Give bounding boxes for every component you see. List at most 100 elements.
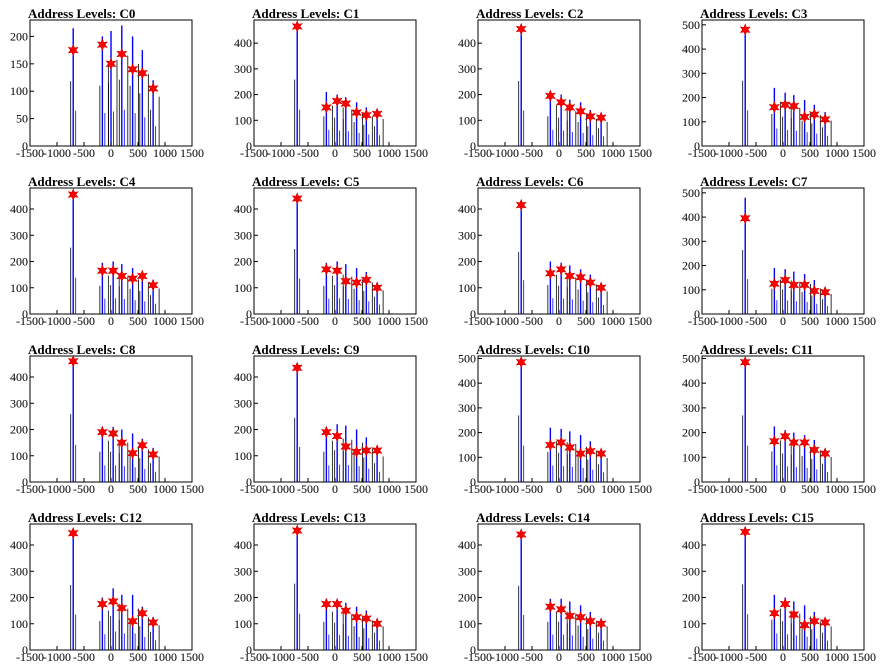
x-tick-label: -1500 — [240, 146, 268, 160]
chart-panel: Address Levels: C11 -1500 -1000 -500 0 500 100… — [682, 342, 876, 496]
peak-marker — [360, 612, 372, 625]
y-tick-label: 200 — [10, 29, 28, 43]
peak-marker — [331, 94, 343, 108]
peak-marker — [147, 82, 159, 95]
x-tick-label: 0 — [332, 482, 338, 496]
y-tick-label: 300 — [458, 62, 476, 76]
chart-title: Address Levels: C14 — [476, 510, 590, 525]
y-tick-label: 0 — [22, 643, 28, 657]
y-tick-label: 400 — [458, 202, 476, 216]
x-tick-label: 1500 — [852, 482, 876, 496]
y-tick-label: 400 — [682, 210, 700, 224]
peak-marker — [116, 601, 128, 615]
peak-marker — [819, 285, 831, 299]
chart-title: Address Levels: C3 — [700, 6, 808, 21]
chart-title: Address Levels: C12 — [28, 510, 142, 525]
y-tick-label: 500 — [682, 351, 700, 365]
peak-marker — [544, 267, 556, 280]
y-tick-label: 400 — [234, 538, 252, 552]
peak-marker — [799, 618, 811, 632]
peak-marker — [340, 440, 352, 453]
x-tick-label: -500 — [297, 146, 319, 160]
x-tick-label: 0 — [332, 146, 338, 160]
chart-panel: Address Levels: C15 -1500 -1000 -500 0 500 100… — [682, 510, 876, 664]
y-tick-label: 200 — [234, 255, 252, 269]
x-tick-label: 1500 — [404, 146, 428, 160]
chart-panel: Address Levels: C8-1500 -1000 -500 0 500 1000… — [10, 342, 204, 496]
chart-panel: Address Levels: C12 -1500 -1000 -500 0 500 100… — [10, 510, 204, 664]
peak-marker — [127, 614, 139, 628]
x-tick-label: 1000 — [601, 314, 625, 328]
peak-marker — [136, 66, 148, 80]
peak-marker — [107, 264, 119, 277]
y-tick-label: 100 — [682, 617, 700, 631]
y-tick-label: 0 — [22, 475, 28, 489]
peak-marker — [67, 526, 79, 540]
y-tick-label: 400 — [234, 370, 252, 384]
peak-marker — [819, 447, 831, 460]
x-tick-label: 500 — [129, 146, 147, 160]
peak-marker — [544, 89, 556, 103]
y-tick-label: 300 — [10, 564, 28, 578]
peak-marker — [67, 188, 79, 201]
chart-title: Address Levels: C8 — [28, 342, 136, 357]
y-tick-label: 100 — [234, 113, 252, 127]
x-tick-label: 500 — [801, 146, 819, 160]
x-tick-label: 1000 — [825, 146, 849, 160]
chart-panel: Address Levels: C3-1500 -1000 -500 0 500 1000… — [682, 6, 876, 160]
peak-marker — [584, 276, 596, 289]
y-tick-label: 400 — [682, 42, 700, 56]
x-tick-label: 1000 — [825, 650, 849, 664]
y-tick-label: 200 — [234, 591, 252, 605]
chart-panel: Address Levels: C7-1500 -1000 -500 0 500 1000… — [682, 174, 876, 328]
peak-marker — [564, 441, 576, 454]
y-tick-label: 100 — [458, 617, 476, 631]
x-tick-label: 1000 — [377, 650, 401, 664]
y-tick-label: 200 — [458, 88, 476, 102]
peak-marker — [96, 597, 108, 611]
x-tick-label: 500 — [129, 650, 147, 664]
peak-marker — [320, 597, 332, 611]
x-tick-label: -1500 — [16, 482, 44, 496]
chart-title: Address Levels: C2 — [476, 6, 583, 21]
x-tick-label: 1000 — [153, 482, 177, 496]
peak-marker — [67, 354, 79, 368]
peak-marker — [575, 270, 587, 284]
peak-marker — [515, 198, 527, 212]
y-tick-label: 0 — [246, 475, 252, 489]
chart-title: Address Levels: C1 — [252, 6, 359, 21]
peak-marker — [739, 355, 751, 369]
peak-marker — [819, 113, 831, 126]
peak-marker — [136, 269, 148, 283]
x-tick-label: 1500 — [628, 314, 652, 328]
y-tick-label: 400 — [682, 538, 700, 552]
x-tick-label: -500 — [745, 482, 767, 496]
chart-panel: Address Levels: C1-1500 -1000 -500 0 500 1000… — [234, 6, 428, 160]
x-tick-label: 1500 — [180, 650, 204, 664]
peak-marker — [779, 98, 791, 112]
peak-marker — [371, 281, 383, 295]
y-tick-label: 0 — [694, 139, 700, 153]
x-tick-label: -1500 — [16, 314, 44, 328]
chart-panel: Address Levels: C5-1500 -1000 -500 0 500 1000… — [234, 174, 428, 328]
peak-marker — [107, 427, 119, 440]
y-tick-label: 400 — [10, 202, 28, 216]
peak-marker — [779, 429, 791, 443]
peak-marker — [739, 211, 751, 225]
peak-marker — [351, 610, 363, 624]
x-tick-label: 1500 — [404, 314, 428, 328]
x-tick-label: 1000 — [153, 314, 177, 328]
peak-marker — [739, 23, 751, 36]
x-tick-label: -500 — [297, 482, 319, 496]
y-tick-label: 400 — [10, 370, 28, 384]
peak-marker — [291, 361, 303, 375]
x-tick-label: 1000 — [601, 650, 625, 664]
x-tick-label: -1000 — [491, 650, 519, 664]
peak-marker — [555, 263, 567, 276]
chart-panel: Address Levels: C2-1500 -1000 -500 0 500 1000… — [458, 6, 652, 160]
chart-panel: Address Levels: C9-1500 -1000 -500 0 500 1000… — [234, 342, 428, 496]
peak-marker — [96, 38, 108, 51]
peak-marker — [564, 609, 576, 623]
peak-marker — [127, 62, 139, 76]
